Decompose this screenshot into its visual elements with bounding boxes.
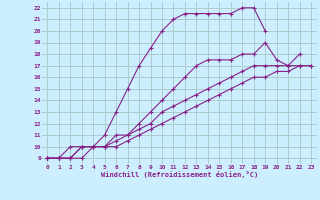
- X-axis label: Windchill (Refroidissement éolien,°C): Windchill (Refroidissement éolien,°C): [100, 171, 258, 178]
